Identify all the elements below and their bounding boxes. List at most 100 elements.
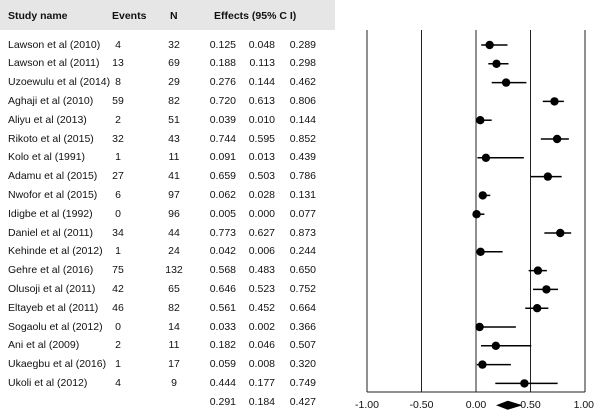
effect-point xyxy=(550,97,559,106)
effect-point xyxy=(481,153,491,162)
effect-point xyxy=(532,304,542,313)
effect-cell: 0.568 xyxy=(209,264,236,277)
study-name-cell: Uzoewulu et al (2014) xyxy=(8,76,111,89)
effect-point xyxy=(520,379,529,388)
effect-cell: 0.276 xyxy=(209,76,236,89)
effect-point xyxy=(475,322,484,332)
upper-ci-cell: 0.749 xyxy=(289,376,316,389)
upper-ci-cell: 0.320 xyxy=(289,358,316,371)
events-cell: 0 xyxy=(115,207,121,220)
study-name-header: Study name xyxy=(8,10,68,22)
study-name-cell: Lawson et al (2011) xyxy=(8,57,100,70)
n-cell: 11 xyxy=(168,339,180,352)
study-name-cell: Kolo et al (1991) xyxy=(8,151,86,164)
n-cell: 51 xyxy=(168,113,180,126)
effect-point xyxy=(472,210,481,219)
table-header: Study name Events N Effects (95% C I) xyxy=(0,0,335,30)
upper-ci-cell: 0.664 xyxy=(289,301,316,314)
effect-cell: 0.033 xyxy=(209,320,236,333)
upper-ci-cell: 0.077 xyxy=(289,207,316,220)
lower-ci-cell: 0.002 xyxy=(248,320,275,333)
study-name-cell: Olusoji et al (2011) xyxy=(8,282,96,295)
effect-cell: 0.646 xyxy=(209,282,236,295)
effect-point xyxy=(552,134,562,144)
pooled-effect-cell: 0.291 xyxy=(209,395,236,408)
n-cell: 14 xyxy=(168,320,180,333)
upper-ci-cell: 0.439 xyxy=(289,151,316,164)
n-cell: 17 xyxy=(168,358,180,371)
n-cell: 29 xyxy=(168,76,180,89)
lower-ci-cell: 0.006 xyxy=(248,245,275,258)
n-cell: 96 xyxy=(168,207,180,220)
events-cell: 6 xyxy=(115,188,121,201)
effect-point xyxy=(533,266,543,275)
study-name-cell: Ani et al (2009) xyxy=(8,339,80,352)
effect-point xyxy=(491,341,501,350)
effect-point xyxy=(543,172,553,181)
upper-ci-cell: 0.131 xyxy=(289,188,316,201)
n-cell: 43 xyxy=(168,132,180,145)
effect-cell: 0.039 xyxy=(209,113,236,126)
upper-ci-cell: 0.244 xyxy=(289,245,316,258)
x-tick-label: 0.00 xyxy=(466,399,487,411)
n-cell: 69 xyxy=(168,57,180,70)
effect-cell: 0.091 xyxy=(209,151,236,164)
lower-ci-cell: 0.048 xyxy=(248,38,275,51)
events-cell: 4 xyxy=(115,38,121,51)
lower-ci-cell: 0.144 xyxy=(248,76,275,89)
upper-ci-cell: 0.462 xyxy=(289,76,316,89)
n-cell: 97 xyxy=(168,188,180,201)
x-tick-label: 0.50 xyxy=(520,399,541,411)
upper-ci-cell: 0.786 xyxy=(289,170,316,183)
study-name-cell: Aghaji et al (2010) xyxy=(8,94,94,107)
effect-point xyxy=(542,285,551,294)
study-name-cell: Nwofor et al (2015) xyxy=(8,188,98,201)
effect-cell: 0.188 xyxy=(209,57,236,70)
lower-ci-cell: 0.008 xyxy=(248,358,275,371)
n-cell: 32 xyxy=(168,38,180,51)
lower-ci-cell: 0.177 xyxy=(248,376,275,389)
effect-cell: 0.744 xyxy=(209,132,236,145)
effect-cell: 0.444 xyxy=(209,376,236,389)
upper-ci-cell: 0.289 xyxy=(289,38,316,51)
events-cell: 42 xyxy=(112,282,124,295)
events-header: Events xyxy=(112,10,147,22)
upper-ci-cell: 0.144 xyxy=(289,113,316,126)
n-cell: 44 xyxy=(168,226,180,239)
events-cell: 1 xyxy=(115,245,121,258)
upper-ci-cell: 0.650 xyxy=(289,264,316,277)
effects-header: Effects (95% C I) xyxy=(214,10,297,22)
lower-ci-cell: 0.627 xyxy=(248,226,275,239)
events-cell: 8 xyxy=(115,76,121,89)
events-cell: 1 xyxy=(115,151,121,164)
effect-point xyxy=(492,59,501,68)
n-cell: 82 xyxy=(168,94,180,107)
study-name-cell: Sogaolu et al (2012) xyxy=(8,320,103,333)
effect-point xyxy=(501,78,511,87)
events-cell: 59 xyxy=(112,94,124,107)
effect-cell: 0.659 xyxy=(209,170,236,183)
effect-point xyxy=(478,191,487,200)
x-tick-label: 1.00 xyxy=(574,399,595,411)
lower-ci-cell: 0.113 xyxy=(249,57,276,70)
study-name-cell: Rikoto et al (2015) xyxy=(8,132,94,145)
events-cell: 1 xyxy=(115,358,121,371)
effect-point xyxy=(556,228,565,238)
effect-cell: 0.062 xyxy=(209,188,236,201)
effect-cell: 0.005 xyxy=(209,207,236,220)
n-cell: 82 xyxy=(168,301,180,314)
upper-ci-cell: 0.507 xyxy=(289,339,316,352)
upper-ci-cell: 0.752 xyxy=(289,282,316,295)
lower-ci-cell: 0.046 xyxy=(248,339,275,352)
effect-cell: 0.042 xyxy=(209,245,236,258)
events-cell: 0 xyxy=(115,320,121,333)
effect-cell: 0.720 xyxy=(209,94,236,107)
events-cell: 27 xyxy=(112,170,124,183)
n-header: N xyxy=(170,10,178,22)
events-cell: 13 xyxy=(112,57,124,70)
study-name-cell: Idigbe et al (1992) xyxy=(8,207,93,220)
study-name-cell: Eltayeb et al (2011) xyxy=(8,301,99,314)
study-name-cell: Lawson et al (2010) xyxy=(8,38,101,51)
upper-ci-cell: 0.873 xyxy=(289,226,316,239)
